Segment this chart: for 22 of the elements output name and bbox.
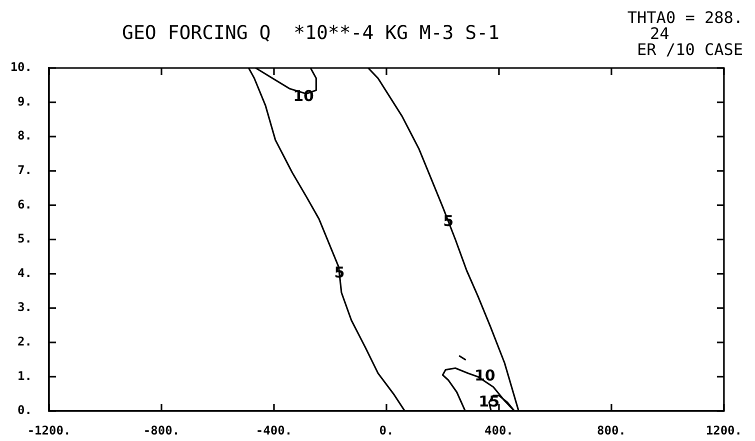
- x-tick-label: -1200.: [27, 423, 71, 438]
- y-tick-label: 7.: [18, 163, 32, 178]
- text: THTA0 = 288.: [627, 8, 743, 27]
- y-tick-label: 1.: [18, 368, 32, 383]
- y-tick-label: 6.: [18, 197, 32, 212]
- x-tick-label: 800.: [596, 423, 626, 438]
- y-tick-label: 0.: [18, 403, 32, 418]
- y-tick-label: 2.: [18, 334, 32, 349]
- y-tick-label: 4.: [18, 266, 32, 280]
- y-tick-label: 9.: [18, 94, 32, 108]
- text: 24: [650, 24, 670, 43]
- chart-title: GEO FORCING Q *10**-4 KG M-3 S-1: [122, 22, 500, 44]
- text: ER /10 CASE: [637, 40, 743, 59]
- y-tick-label: 10.: [10, 60, 32, 74]
- x-tick-label: 400.: [484, 423, 514, 438]
- y-tick-label: 3.: [18, 300, 32, 314]
- x-tick-label: 0.: [379, 423, 394, 438]
- x-tick-label: -400.: [256, 423, 292, 438]
- y-tick-label: 8.: [18, 128, 32, 143]
- x-tick-label: 1200.: [706, 423, 742, 438]
- y-tick-label: 5.: [18, 232, 32, 246]
- x-tick-label: -800.: [143, 423, 180, 438]
